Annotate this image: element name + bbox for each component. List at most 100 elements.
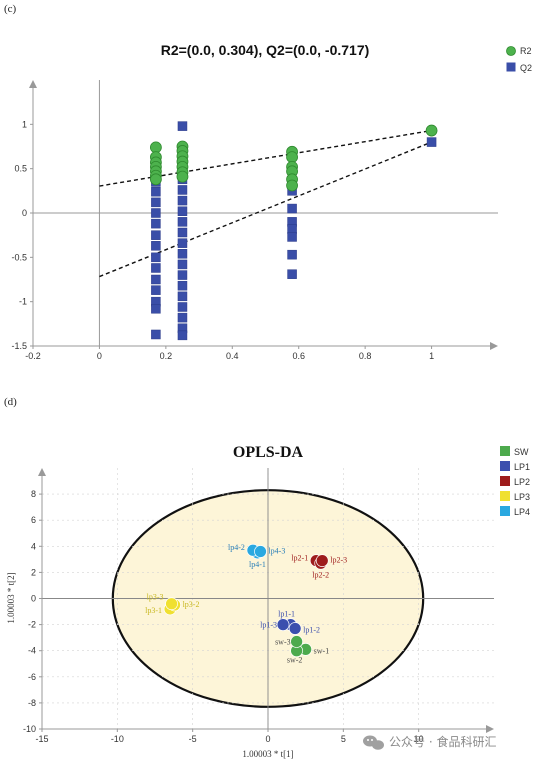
legend-lp1-swatch xyxy=(500,461,510,471)
point-label-lp1-2: lp1-2 xyxy=(303,626,320,635)
chart-c-y-tick-label: 0 xyxy=(22,208,27,218)
q2-point xyxy=(151,274,161,285)
point-label-lp1-3: lp1-3 xyxy=(260,621,277,630)
chart-d-ylabel: 1.00003 * t[2] xyxy=(6,572,16,623)
chart-c-x-tick-label: -0.2 xyxy=(25,351,41,361)
point-label-sw-1: sw-1 xyxy=(314,646,330,655)
chart-c-axes: -0.2 0 0.2 0.4 0.6 0.8 1 -1.5 -1 -0.5 0 0.5 1 xyxy=(11,80,498,361)
chart-c-x-tick-label: 0 xyxy=(97,351,102,361)
chart-c-y-arrow xyxy=(29,80,37,88)
q2-point xyxy=(151,230,161,240)
chart-c-points xyxy=(149,121,438,341)
q2-point xyxy=(177,330,188,341)
legend-sw-label: SW xyxy=(514,447,529,457)
q2-point xyxy=(177,227,188,238)
chart-c-y-tick-label: -1 xyxy=(19,297,27,307)
q2-point xyxy=(151,304,161,314)
q2-point xyxy=(287,269,297,279)
r2-point xyxy=(149,141,162,154)
q2-point xyxy=(177,206,188,216)
q2-point xyxy=(177,195,188,206)
point-label-lp3-3: lp3-3 xyxy=(147,593,164,602)
chart-c-x-tick-label: 0.4 xyxy=(226,351,239,361)
score-point-lp1-2 xyxy=(288,622,302,635)
legend-lp3-label: LP3 xyxy=(514,492,530,502)
r2-point xyxy=(286,151,298,164)
legend-sw-swatch xyxy=(500,446,510,456)
legend-lp4-swatch xyxy=(500,506,510,516)
point-label-lp3-1: lp3-1 xyxy=(145,606,162,615)
point-label-lp4-1: lp4-1 xyxy=(249,560,266,569)
legend-lp2-label: LP2 xyxy=(514,477,530,487)
chart-c-x-tick-label: 0.8 xyxy=(359,351,372,361)
chart-d-x-tick-label: -10 xyxy=(111,734,124,744)
r2-point xyxy=(176,170,189,183)
chart-c-legend: R2 Q2 xyxy=(506,46,532,73)
q2-point xyxy=(287,224,297,234)
chart-d-point-labels: sw-1 sw-2 sw-3 lp1-1 lp1-2 lp1-3 lp2-1 lp2-2lp2… xyxy=(145,543,347,664)
regression-line-r2 xyxy=(99,129,432,187)
chart-d-x-arrow xyxy=(486,725,494,733)
chart-d-y-tick-label: 2 xyxy=(31,567,36,577)
q2-point xyxy=(177,312,188,323)
chart-c-x-arrow xyxy=(490,342,498,350)
point-label-lp3-2: lp3-2 xyxy=(183,600,200,609)
point-label-lp2-3: lp2-3 xyxy=(330,556,347,565)
score-point-lp1-3 xyxy=(276,618,290,631)
chart-c-x-tick-label: 1 xyxy=(429,351,434,361)
q2-point xyxy=(287,232,297,242)
q2-point xyxy=(177,217,188,227)
score-point-sw-3 xyxy=(290,635,303,648)
chart-d-y-tick-label: -6 xyxy=(28,672,36,682)
panel-label-d: (d) xyxy=(4,396,17,408)
point-label-sw-2: sw-2 xyxy=(287,656,303,665)
chart-d-legend: SW LP1 LP2 LP3 LP4 xyxy=(500,446,530,517)
q2-point xyxy=(151,263,161,273)
r2-point xyxy=(286,179,298,192)
q2-point xyxy=(151,285,161,295)
legend-r2-marker xyxy=(506,46,516,56)
point-label-lp2-2: lp2-2 xyxy=(312,570,329,579)
q2-point xyxy=(177,238,188,248)
legend-lp1-label: LP1 xyxy=(514,462,530,472)
q2-point xyxy=(151,252,161,263)
q2-point xyxy=(151,241,161,251)
chart-d-y-tick-label: 6 xyxy=(31,515,36,525)
chart-d-x-tick-label: 0 xyxy=(265,734,270,744)
q2-point xyxy=(287,249,297,260)
point-label-lp2-1: lp2-1 xyxy=(291,554,308,563)
q2-point xyxy=(177,280,188,291)
q2-point xyxy=(177,259,188,270)
chart-d-y-tick-label: -8 xyxy=(28,698,36,708)
q2-point xyxy=(151,186,161,197)
point-label-lp4-3: lp4-3 xyxy=(268,547,285,556)
q2-point xyxy=(287,203,297,214)
legend-lp2-swatch xyxy=(500,476,510,486)
q2-point xyxy=(177,249,188,259)
legend-r2-label: R2 xyxy=(520,46,532,56)
chart-d-y-tick-label: 8 xyxy=(31,489,36,499)
point-label-lp1-1: lp1-1 xyxy=(278,610,295,619)
score-point-lp4-3 xyxy=(254,545,267,558)
q2-point xyxy=(151,208,161,218)
chart-d-title: OPLS-DA xyxy=(233,444,304,461)
chart-c-y-tick-label: 1 xyxy=(22,119,27,129)
chart-d-points xyxy=(163,543,329,658)
chart-d-x-tick-label: 10 xyxy=(414,734,424,744)
chart-d-y-tick-label: -4 xyxy=(28,646,36,656)
chart-c-y-tick-label: -1.5 xyxy=(11,341,27,351)
watermark-text: 公众号 · 食品科研汇 xyxy=(389,734,496,749)
r2-point xyxy=(149,173,162,186)
chart-d-y-tick-label: -10 xyxy=(23,724,36,734)
legend-q2-label: Q2 xyxy=(520,63,532,73)
point-label-sw-3: sw-3 xyxy=(275,638,291,647)
q2-point xyxy=(177,291,188,302)
chart-c-x-tick-label: 0.6 xyxy=(292,351,305,361)
r2-point xyxy=(425,124,438,137)
q2-point xyxy=(177,270,188,280)
chart-d-xlabel: 1.00003 * t[1] xyxy=(242,749,293,759)
q2-point xyxy=(177,185,188,195)
q2-point xyxy=(177,302,188,312)
